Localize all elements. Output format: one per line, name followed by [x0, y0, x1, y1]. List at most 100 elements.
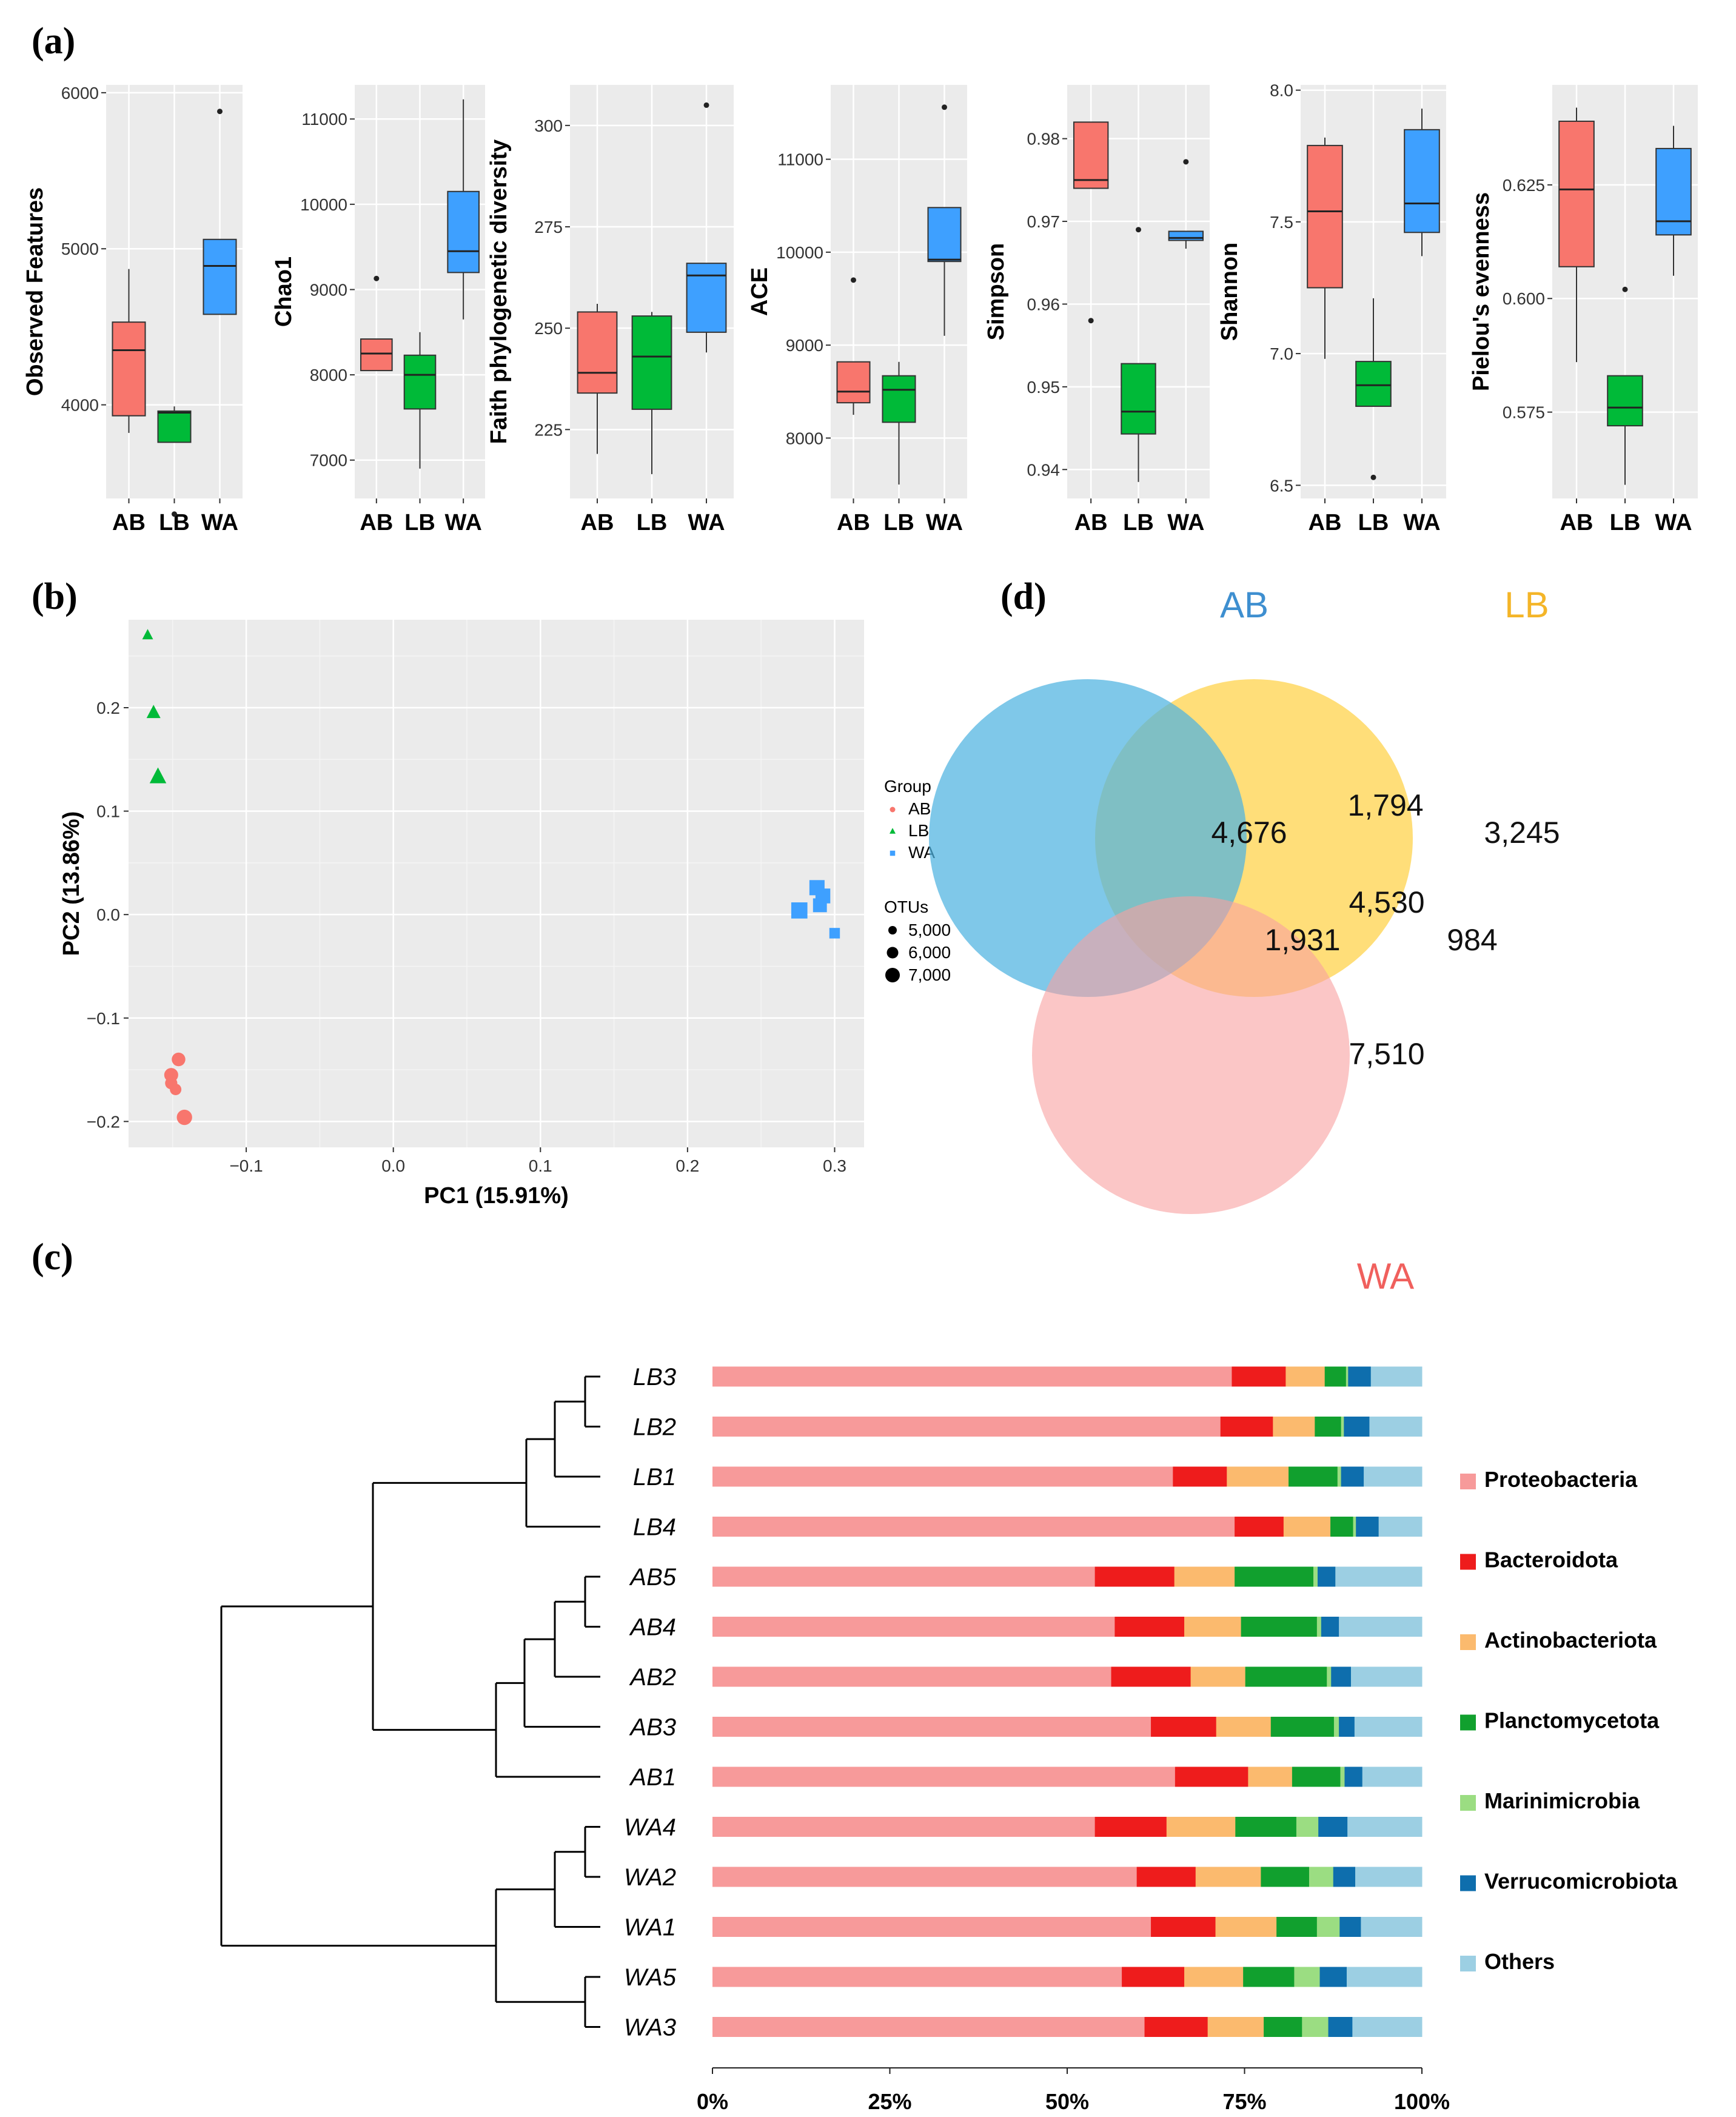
x-category-label: WA [1403, 510, 1440, 535]
bar-segment-bacteroidota [1175, 1766, 1248, 1787]
dendrogram [220, 1375, 600, 2028]
y-tick-label: −0.1 [87, 1009, 120, 1028]
box-body [686, 263, 727, 333]
bar-segment-marinimicrobia [1294, 1967, 1321, 1987]
legend-item: 7,000 [908, 965, 951, 984]
y-tick-label: 9000 [310, 280, 347, 299]
bar-row-wa1 [712, 1917, 1423, 1937]
y-tick-label: 0.0 [96, 905, 120, 924]
bar-segment-actinobacteriota [1248, 1766, 1293, 1787]
panel-label-c: (c) [32, 1236, 73, 1278]
x-tick-label: 0.3 [823, 1156, 846, 1175]
box-lb [1607, 286, 1643, 485]
venn-label-ab: AB [1220, 585, 1268, 625]
box-lb [1121, 227, 1156, 482]
y-axis-title: Observed Features [22, 187, 48, 396]
x-tick-label: 0.1 [529, 1156, 552, 1175]
bar-segment-others [1361, 1917, 1423, 1937]
x-category-label: AB [1560, 510, 1594, 535]
sample-label: AB1 [629, 1764, 676, 1791]
box-body [203, 238, 237, 315]
bar-segment-bacteroidota [1151, 1717, 1217, 1737]
box-wa [686, 102, 727, 353]
x-category-label: WA [201, 510, 238, 535]
venn-count-lb-only: 3,245 [1484, 816, 1560, 850]
bar-segment-actinobacteriota [1273, 1417, 1315, 1437]
box-body [1558, 120, 1595, 267]
y-tick-label: 0.95 [1027, 378, 1061, 397]
sample-label: WA4 [624, 1814, 676, 1841]
y-tick-label: 10000 [300, 195, 347, 214]
box-wa [203, 109, 237, 315]
bar-segment-planctomycetota [1315, 1417, 1342, 1437]
box-wa [927, 104, 962, 336]
panel-label-d: (d) [1000, 576, 1047, 617]
bar-segment-marinimicrobia [1346, 1366, 1349, 1387]
scatter-points [142, 629, 840, 1126]
bar-segment-marinimicrobia [1313, 1566, 1318, 1587]
bar-segment-marinimicrobia [1337, 1466, 1342, 1487]
y-tick-label: 250 [534, 319, 563, 338]
x-category-label: WA [1167, 510, 1204, 535]
venn-label-lb: LB [1504, 585, 1549, 625]
y-axis-title: Pielou's evenness [1469, 192, 1494, 391]
bar-segment-planctomycetota [1270, 1717, 1335, 1737]
y-tick-label: 11000 [777, 150, 823, 169]
box-wa [1655, 126, 1692, 276]
bar-segment-marinimicrobia [1333, 1717, 1339, 1737]
y-tick-label: 6.5 [1270, 476, 1293, 495]
x-tick-label: 0.2 [675, 1156, 699, 1175]
legend-label: Proteobacteria [1484, 1467, 1638, 1492]
bar-segment-marinimicrobia [1327, 1666, 1332, 1687]
y-axis-title: ACE [747, 267, 772, 316]
bar-segment-actinobacteriota [1207, 2017, 1264, 2037]
bar-segment-verrucomicrobiota [1319, 1967, 1347, 1987]
point-wa [791, 902, 808, 919]
boxplot-alpha_simpson: 0.94 0.95 0.96 0.97 0.98 AB LB WA Simpson [984, 85, 1210, 535]
boxplot-alpha_faith_pd: 225 250 275 300 AB LB WA Faith phylogenetic div… [486, 85, 734, 535]
x-tick-label: 25% [868, 2089, 911, 2114]
bar-segment-others [1378, 1517, 1423, 1537]
bar-segment-actinobacteriota [1184, 1967, 1244, 1987]
x-tick-label: 100% [1394, 2089, 1450, 2114]
x-category-label: AB [112, 510, 146, 535]
bar-segment-others [1339, 1617, 1423, 1637]
box-body [1073, 121, 1109, 189]
box-body [927, 207, 962, 263]
y-tick-label: 7.0 [1270, 344, 1293, 363]
bar-segment-proteobacteria [712, 1817, 1096, 1837]
legend-swatch [1460, 1474, 1476, 1489]
box-ab [360, 275, 393, 372]
legend-item: LB [908, 821, 929, 840]
venn-diagram: AB LB WA 4,676 1,794 3,245 4,530 1,931 984 7,510 [929, 585, 1560, 1297]
bar-row-lb2 [712, 1417, 1423, 1437]
y-axis-title: Shannon [1217, 243, 1242, 341]
bar-row-ab1 [712, 1766, 1423, 1787]
box-body [447, 190, 480, 273]
outlier-point [703, 102, 709, 108]
y-tick-label: 9000 [786, 336, 823, 355]
bar-segment-others [1351, 1666, 1423, 1687]
outlier-point [1136, 227, 1141, 233]
bar-row-wa2 [712, 1867, 1423, 1887]
y-tick-label: 7000 [310, 451, 347, 470]
bar-segment-bacteroidota [1094, 1817, 1167, 1837]
bar-segment-bacteroidota [1220, 1417, 1273, 1437]
outlier-point [851, 277, 856, 283]
bar-segment-proteobacteria [712, 1717, 1151, 1737]
y-axis-title: Simpson [984, 243, 1009, 340]
bar-segment-planctomycetota [1235, 1566, 1314, 1587]
box-body [577, 311, 618, 394]
sample-label: AB3 [629, 1714, 676, 1741]
bar-row-wa5 [712, 1967, 1423, 1987]
bar-segment-verrucomicrobiota [1344, 1417, 1370, 1437]
y-tick-label: 0.625 [1503, 176, 1545, 195]
sample-label: LB4 [633, 1514, 676, 1541]
box-ab [1558, 107, 1595, 363]
y-tick-label: 5000 [61, 240, 99, 258]
box-body [112, 321, 146, 417]
x-category-label: WA [445, 510, 482, 535]
point-lb [890, 828, 896, 834]
